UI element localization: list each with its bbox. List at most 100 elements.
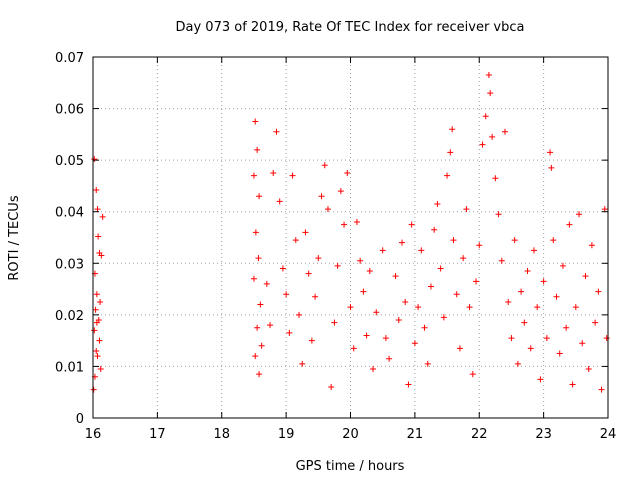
data-point	[97, 298, 104, 305]
data-point	[386, 355, 393, 362]
data-point	[392, 273, 399, 280]
data-point	[569, 381, 576, 388]
data-point	[534, 304, 541, 311]
data-point	[252, 229, 259, 236]
data-point	[399, 239, 405, 246]
data-point	[469, 371, 476, 378]
data-point	[292, 237, 299, 244]
data-point	[521, 319, 528, 326]
data-point	[440, 314, 447, 321]
data-point	[495, 211, 502, 218]
data-point	[379, 247, 386, 254]
data-point	[395, 317, 402, 324]
data-point	[357, 257, 364, 264]
data-point	[592, 319, 599, 326]
y-tick-label: 0.02	[55, 309, 84, 324]
data-point	[487, 90, 494, 97]
data-point	[328, 384, 335, 391]
y-axis: 0 0.01 0.02 0.03 0.04 0.05 0.06 0.07	[55, 51, 608, 427]
x-tick-label: 21	[407, 427, 424, 442]
y-tick-label: 0.03	[55, 257, 84, 272]
data-point	[331, 319, 338, 326]
data-point	[502, 128, 508, 135]
data-point	[585, 366, 592, 373]
data-point	[252, 353, 259, 360]
x-tick-label: 19	[278, 427, 295, 442]
data-point	[95, 233, 102, 240]
data-point	[473, 278, 480, 285]
data-point	[489, 133, 496, 140]
data-point	[270, 170, 277, 177]
data-point	[98, 252, 105, 259]
data-point	[402, 298, 409, 305]
data-point	[603, 335, 610, 342]
data-point	[434, 200, 441, 207]
data-point	[595, 288, 602, 295]
data-point	[518, 288, 525, 295]
data-point	[256, 193, 263, 200]
data-point	[283, 291, 290, 298]
data-point	[456, 345, 463, 352]
data-point	[92, 306, 99, 313]
data-point	[91, 156, 98, 163]
data-point	[411, 340, 418, 347]
data-point	[276, 198, 283, 205]
data-point	[476, 242, 483, 249]
data-point	[286, 329, 293, 336]
data-point	[543, 335, 550, 342]
data-point	[315, 255, 322, 262]
x-axis-label: GPS time / hours	[296, 459, 405, 474]
x-tick-label: 16	[85, 427, 102, 442]
data-point	[296, 311, 302, 318]
y-tick-label: 0	[76, 412, 84, 427]
data-point	[548, 164, 555, 171]
data-point	[547, 149, 554, 156]
y-tick-label: 0.05	[55, 154, 84, 169]
x-tick-label: 22	[471, 427, 488, 442]
data-point	[382, 335, 389, 342]
data-point	[566, 221, 573, 228]
data-point	[363, 332, 370, 339]
data-point	[601, 206, 608, 213]
data-point	[257, 301, 264, 308]
data-point	[437, 265, 444, 272]
data-point	[579, 340, 586, 347]
data-point	[405, 381, 412, 388]
data-point	[344, 170, 351, 177]
y-tick-label: 0.07	[55, 51, 84, 66]
data-point	[498, 257, 505, 264]
x-tick-label: 17	[149, 427, 166, 442]
x-axis: 16 17 18 19 20 21 22 23 24	[85, 57, 616, 442]
data-point	[408, 221, 415, 228]
chart-title: Day 073 of 2019, Rate Of TEC Index for r…	[176, 20, 525, 35]
data-point	[449, 126, 456, 133]
data-point	[530, 247, 537, 254]
data-point	[421, 324, 428, 331]
data-point	[450, 237, 457, 244]
x-tick-label: 20	[342, 427, 359, 442]
data-point	[360, 288, 367, 295]
data-point	[289, 172, 296, 179]
data-point	[321, 162, 328, 169]
data-point	[537, 376, 544, 383]
data-point	[588, 242, 595, 249]
data-point	[347, 304, 354, 311]
y-tick-label: 0.04	[55, 206, 84, 221]
data-point	[299, 360, 306, 367]
data-point	[96, 337, 103, 344]
data-point	[267, 322, 274, 329]
data-point	[431, 226, 438, 233]
data-point	[312, 293, 319, 300]
data-point	[563, 324, 570, 331]
data-point	[508, 335, 515, 342]
data-point	[366, 268, 373, 275]
data-point	[463, 206, 470, 213]
x-tick-label: 23	[535, 427, 552, 442]
data-point	[572, 304, 579, 311]
data-point	[318, 193, 325, 200]
data-point	[492, 175, 499, 182]
data-point	[479, 141, 486, 148]
data-point	[258, 342, 265, 349]
data-point	[91, 327, 98, 334]
